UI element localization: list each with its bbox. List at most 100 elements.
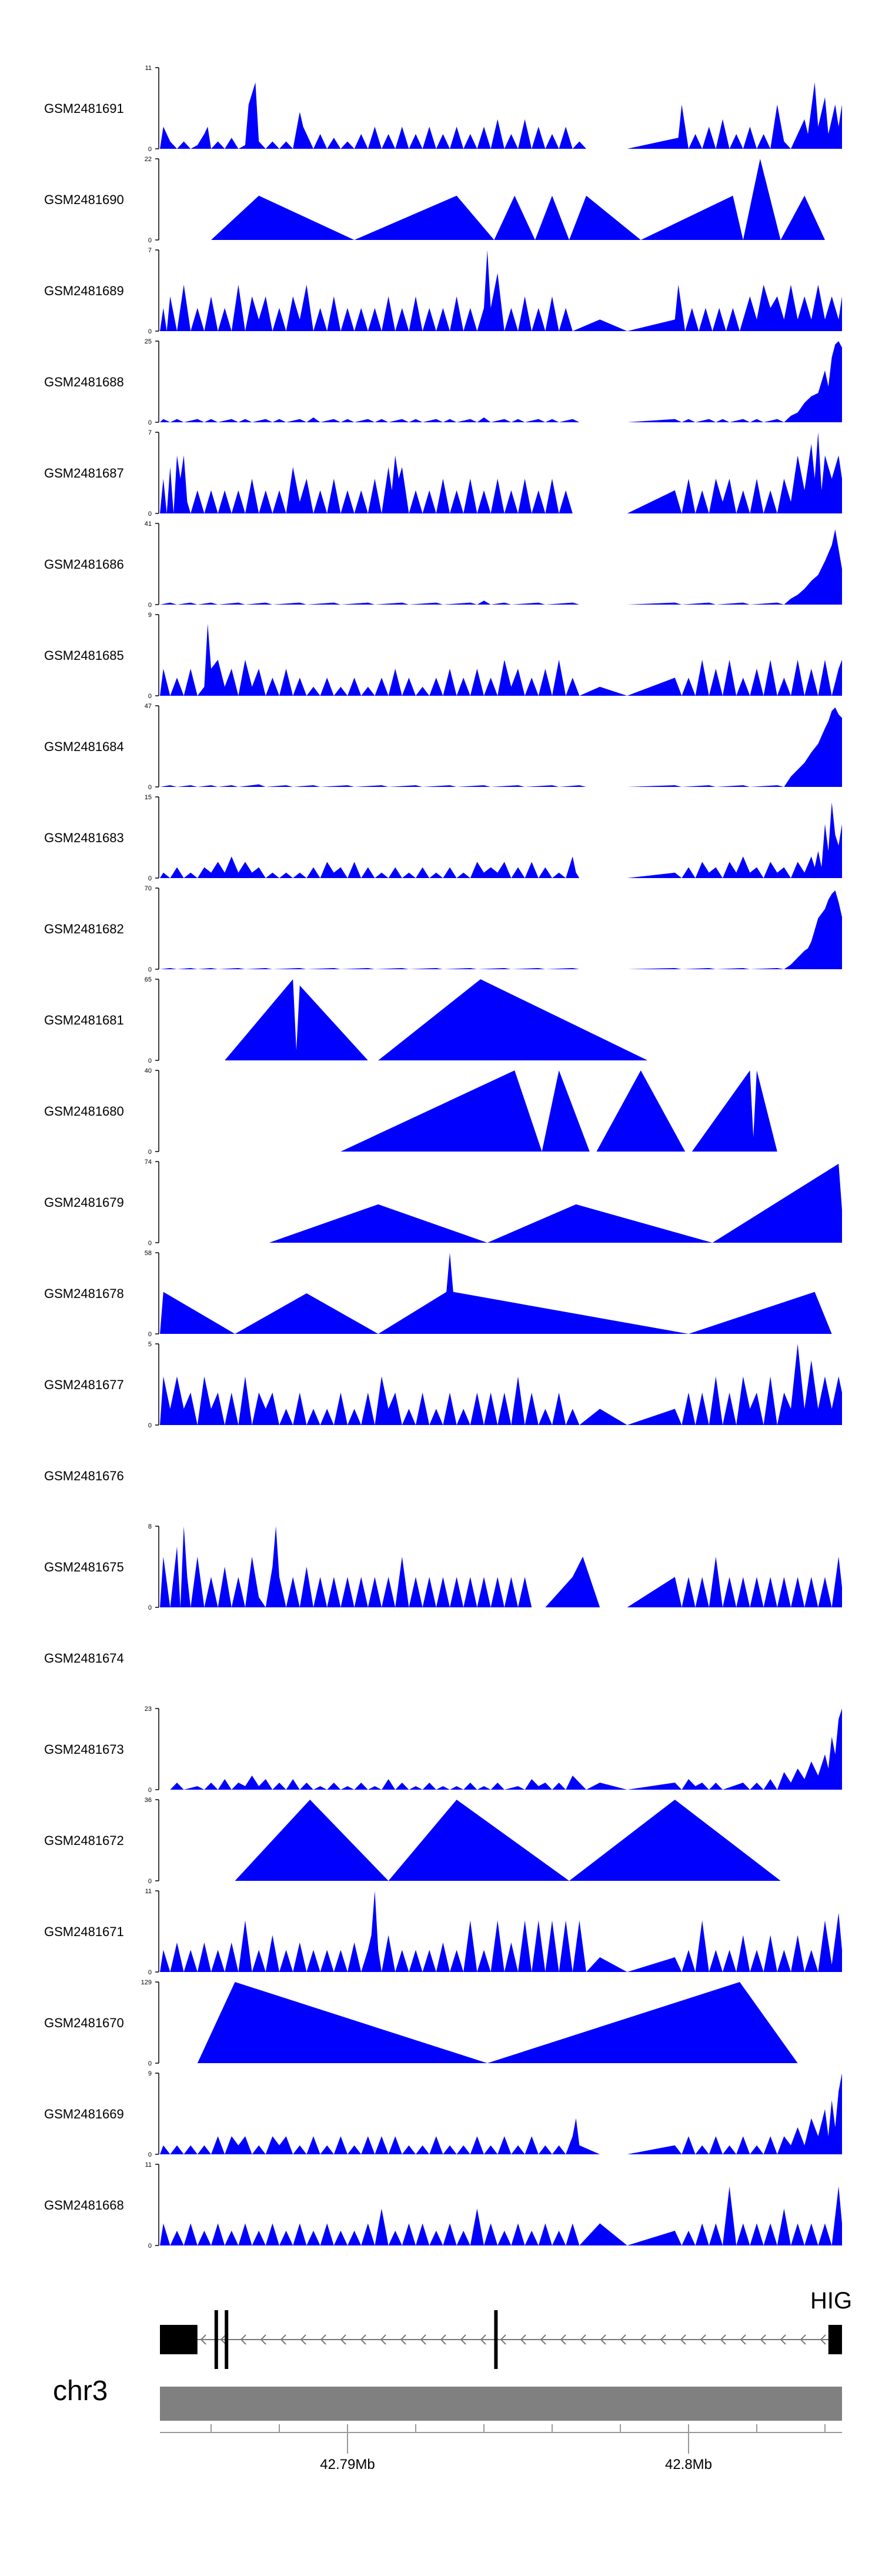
exon bbox=[828, 2325, 842, 2354]
track-name: GSM2481674 bbox=[44, 1651, 124, 1666]
y-tick-max-label: 8 bbox=[148, 1523, 152, 1530]
track-name: GSM2481670 bbox=[44, 2016, 124, 2030]
track-name: GSM2481680 bbox=[44, 1104, 124, 1119]
track-gsm2481679: GSM2481679 74 0 bbox=[44, 1159, 843, 1247]
signal-area bbox=[160, 341, 842, 422]
track-name: GSM2481690 bbox=[44, 192, 124, 207]
track-gsm2481671: GSM2481671 11 0 bbox=[44, 1888, 842, 1976]
y-tick-min-label: 0 bbox=[148, 237, 152, 244]
y-tick-max-label: 74 bbox=[145, 1159, 152, 1166]
y-tick-min-label: 0 bbox=[148, 1787, 152, 1794]
track-name: GSM2481688 bbox=[44, 375, 124, 389]
y-tick-min-label: 0 bbox=[148, 1057, 152, 1065]
strand-arrow bbox=[520, 2334, 526, 2345]
strand-arrow bbox=[640, 2334, 646, 2345]
track-name: GSM2481676 bbox=[44, 1469, 124, 1483]
track-name: GSM2481673 bbox=[44, 1742, 124, 1757]
strand-arrow bbox=[740, 2334, 746, 2345]
chromosome-ideogram bbox=[160, 2387, 842, 2421]
strand-arrow bbox=[240, 2334, 246, 2345]
track-name: GSM2481684 bbox=[44, 739, 124, 754]
y-tick-max-label: 70 bbox=[145, 885, 152, 892]
signal-area bbox=[160, 802, 842, 878]
y-tick-max-label: 41 bbox=[145, 520, 152, 528]
signal-area bbox=[160, 250, 842, 331]
track-gsm2481672: GSM2481672 36 0 bbox=[44, 1797, 781, 1885]
y-tick-max-label: 40 bbox=[145, 1067, 152, 1075]
y-tick-max-label: 11 bbox=[145, 1888, 152, 1895]
signal-area bbox=[163, 159, 825, 240]
strand-arrow bbox=[220, 2334, 226, 2345]
signal-area bbox=[160, 1891, 842, 1972]
track-gsm2481669: GSM2481669 9 0 bbox=[44, 2070, 842, 2158]
y-tick-min-label: 0 bbox=[148, 1969, 152, 1976]
y-tick-max-label: 11 bbox=[145, 2161, 152, 2168]
track-name: GSM2481689 bbox=[44, 283, 124, 298]
y-tick-max-label: 15 bbox=[145, 794, 152, 801]
strand-arrow bbox=[260, 2334, 266, 2345]
y-tick-min-label: 0 bbox=[148, 966, 152, 973]
strand-arrow bbox=[820, 2334, 826, 2345]
signal-area bbox=[160, 2186, 842, 2245]
strand-arrow bbox=[580, 2334, 586, 2345]
y-tick-min-label: 0 bbox=[148, 875, 152, 882]
chromosome-label: chr3 bbox=[53, 2375, 108, 2407]
y-tick-min-label: 0 bbox=[148, 146, 152, 153]
strand-arrow bbox=[400, 2334, 406, 2345]
strand-arrow bbox=[600, 2334, 606, 2345]
track-name: GSM2481683 bbox=[44, 830, 124, 845]
y-tick-min-label: 0 bbox=[148, 419, 152, 426]
track-gsm2481690: GSM2481690 22 0 bbox=[44, 156, 825, 244]
signal-tracks: GSM2481691110GSM2481690220GSM248168970GS… bbox=[44, 65, 843, 2250]
track-gsm2481682: GSM2481682 70 0 bbox=[44, 885, 842, 973]
strand-arrow bbox=[560, 2334, 566, 2345]
chromosome-track: chr3 bbox=[53, 2375, 842, 2421]
strand-arrow bbox=[320, 2334, 326, 2345]
y-tick-min-label: 0 bbox=[148, 1149, 152, 1156]
y-tick-max-label: 9 bbox=[148, 612, 152, 619]
track-name: GSM2481679 bbox=[44, 1195, 124, 1210]
track-gsm2481676: GSM2481676 bbox=[44, 1469, 124, 1483]
signal-area bbox=[340, 1070, 777, 1152]
track-gsm2481681: GSM2481681 65 0 bbox=[44, 976, 648, 1065]
signal-area bbox=[160, 890, 842, 969]
track-name: GSM2481691 bbox=[44, 101, 124, 116]
y-tick-max-label: 129 bbox=[141, 1979, 152, 1986]
y-tick-min-label: 0 bbox=[148, 510, 152, 518]
strand-arrow bbox=[660, 2334, 666, 2345]
y-tick-max-label: 65 bbox=[145, 976, 152, 983]
strand-arrow bbox=[300, 2334, 306, 2345]
y-tick-max-label: 23 bbox=[145, 1706, 152, 1713]
signal-area bbox=[225, 979, 648, 1060]
y-tick-min-label: 0 bbox=[148, 1240, 152, 1247]
signal-area bbox=[160, 1526, 842, 1607]
y-tick-max-label: 58 bbox=[145, 1250, 152, 1257]
exon bbox=[225, 2310, 229, 2369]
signal-area bbox=[160, 529, 842, 605]
track-gsm2481678: GSM2481678 58 0 bbox=[44, 1250, 842, 1338]
strand-arrow bbox=[780, 2334, 786, 2345]
signal-area bbox=[235, 1800, 781, 1881]
y-tick-max-label: 7 bbox=[148, 429, 152, 436]
coordinate-label: 42.8Mb bbox=[665, 2457, 712, 2472]
signal-area bbox=[160, 1253, 842, 1334]
strand-arrow bbox=[680, 2334, 686, 2345]
strand-arrow bbox=[700, 2334, 706, 2345]
track-gsm2481689: GSM2481689 7 0 bbox=[44, 247, 842, 335]
y-tick-max-label: 47 bbox=[145, 703, 152, 710]
strand-arrow bbox=[360, 2334, 366, 2345]
track-name: GSM2481668 bbox=[44, 2198, 124, 2213]
y-tick-min-label: 0 bbox=[148, 693, 152, 700]
signal-area bbox=[160, 82, 842, 149]
strand-arrow bbox=[480, 2334, 486, 2345]
track-gsm2481684: GSM2481684 47 0 bbox=[44, 703, 842, 791]
strand-arrow bbox=[200, 2334, 206, 2345]
y-tick-min-label: 0 bbox=[148, 2151, 152, 2158]
gene-track: HIG bbox=[160, 2288, 852, 2369]
signal-area bbox=[160, 432, 842, 513]
strand-arrow bbox=[440, 2334, 446, 2345]
track-name: GSM2481682 bbox=[44, 922, 124, 936]
track-name: GSM2481669 bbox=[44, 2107, 124, 2121]
track-gsm2481687: GSM2481687 7 0 bbox=[44, 429, 842, 518]
